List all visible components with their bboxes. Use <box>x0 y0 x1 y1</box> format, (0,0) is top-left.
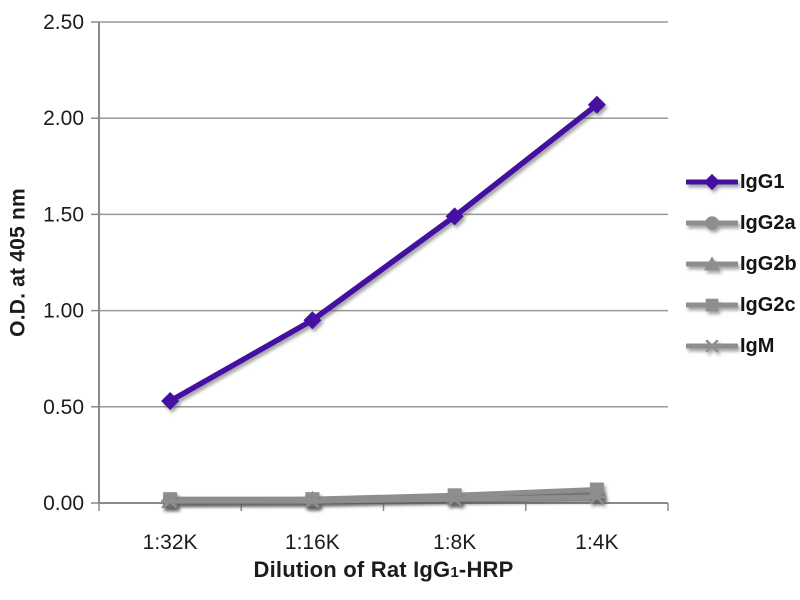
x-category-label: 1:32K <box>143 531 198 554</box>
x-axis-title-prefix: Dilution of Rat IgG <box>253 557 451 582</box>
star-marker <box>589 489 605 505</box>
y-tick-label: 2.50 <box>43 11 84 34</box>
star-marker <box>162 493 178 509</box>
legend-swatch-diamond-icon <box>686 173 738 191</box>
y-tick-label: 1.50 <box>43 203 84 226</box>
circle-marker <box>705 216 719 230</box>
legend-label: IgG2a <box>740 211 796 234</box>
x-axis-title-subscript: 1 <box>450 564 459 581</box>
star-marker <box>447 491 462 507</box>
diamond-marker <box>303 311 322 330</box>
legend-label: IgG2c <box>740 293 796 316</box>
legend-swatch-square-icon <box>686 298 738 312</box>
legend-item-IgM: IgM <box>686 335 797 357</box>
legend-swatch-circle-icon <box>686 216 738 230</box>
legend-item-IgG2b: IgG2b <box>686 253 797 275</box>
x-category-label: 1:8K <box>433 531 476 554</box>
legend-item-IgG2a: IgG2a <box>686 212 797 234</box>
series-IgM <box>161 489 606 509</box>
legend-label: IgG2b <box>740 252 797 275</box>
legend-item-IgG2c: IgG2c <box>686 294 797 316</box>
y-tick-label: 1.00 <box>43 300 84 323</box>
star-marker <box>705 339 719 353</box>
series-line-IgM <box>167 494 600 504</box>
y-tick-label: 0.00 <box>43 492 84 515</box>
y-tick-label: 2.00 <box>43 107 84 130</box>
y-tick-label: 0.50 <box>43 396 84 419</box>
diamond-marker <box>587 95 606 114</box>
legend-item-IgG1: IgG1 <box>686 171 797 193</box>
square-marker <box>589 482 604 497</box>
triangle-marker <box>703 256 721 271</box>
x-category-label: 1:4K <box>575 531 618 554</box>
star-marker <box>305 493 320 509</box>
legend-label: IgG1 <box>740 170 785 193</box>
series-line-IgG1 <box>167 101 600 404</box>
square-marker <box>705 298 719 312</box>
series-IgG1 <box>161 95 606 411</box>
diamond-marker <box>161 392 180 411</box>
legend-swatch-triangle-icon <box>686 256 738 271</box>
legend-swatch-star-icon <box>686 339 738 353</box>
diamond-marker <box>703 173 721 191</box>
y-axis-title: O.D. at 405 nm <box>6 188 30 337</box>
chart-legend: IgG1 IgG2a IgG2b IgG2c IgM <box>686 171 797 376</box>
x-axis-title: Dilution of Rat IgG1-HRP <box>99 557 668 583</box>
x-axis-title-suffix: -HRP <box>458 557 514 582</box>
diamond-marker <box>445 207 464 226</box>
x-category-label: 1:16K <box>285 531 340 554</box>
legend-label: IgM <box>740 334 775 357</box>
